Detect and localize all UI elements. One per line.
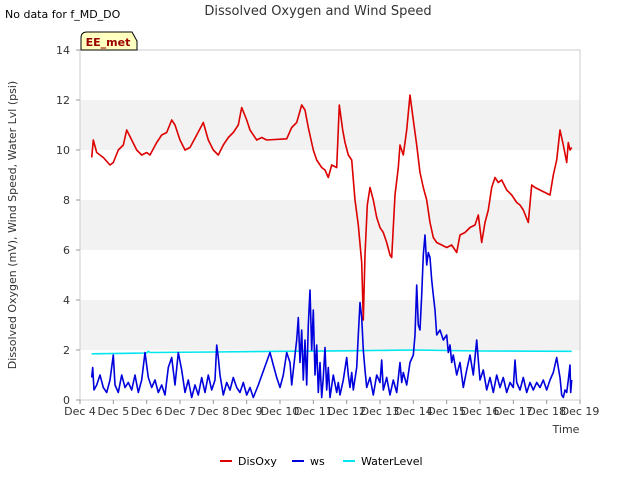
y-tick-label: 2 — [63, 344, 70, 357]
grid-band — [80, 200, 580, 250]
x-tick-label: Dec 7 — [164, 405, 196, 418]
x-tick-label: Dec 12 — [327, 405, 366, 418]
series-line-waterlevel — [91, 349, 572, 355]
y-axis: 0 2 4 6 8 10 12 14 — [56, 44, 80, 407]
series-group — [90, 94, 573, 399]
x-tick-label: Dec 5 — [97, 405, 129, 418]
grid-band — [80, 300, 580, 350]
x-tick-label: Dec 11 — [294, 405, 333, 418]
x-axis-label: Time — [552, 423, 580, 436]
grid-band — [80, 100, 580, 150]
chart-title: Dissolved Oxygen and Wind Speed — [204, 4, 431, 19]
x-tick-label: Dec 15 — [427, 405, 466, 418]
x-tick-label: Dec 18 — [527, 405, 566, 418]
grid-bands — [80, 100, 580, 350]
legend-label-disoxy: DisOxy — [238, 455, 277, 468]
x-tick-label: Dec 13 — [361, 405, 400, 418]
x-tick-label: Dec 14 — [394, 405, 433, 418]
y-tick-label: 4 — [63, 294, 70, 307]
series-line-ws — [90, 234, 573, 399]
no-data-note: No data for f_MD_DO — [5, 8, 121, 21]
y-tick-label: 10 — [56, 144, 70, 157]
y-axis-label: Dissolved Oxygen (mV), Wind Speed, Water… — [6, 81, 19, 369]
x-tick-label: Dec 10 — [261, 405, 300, 418]
y-tick-label: 14 — [56, 44, 70, 57]
y-tick-label: 6 — [63, 244, 70, 257]
y-tick-label: 12 — [56, 94, 70, 107]
plot-frame — [79, 49, 581, 401]
x-tick-label: Dec 17 — [494, 405, 533, 418]
x-tick-label: Dec 16 — [461, 405, 500, 418]
x-tick-label: Dec 9 — [231, 405, 263, 418]
x-tick-label: Dec 4 — [64, 405, 96, 418]
x-tick-label: Dec 6 — [131, 405, 163, 418]
legend-label-ws: ws — [310, 455, 325, 468]
legend-label-waterlevel: WaterLevel — [361, 455, 423, 468]
y-tick-label: 8 — [63, 194, 70, 207]
x-tick-label: Dec 8 — [197, 405, 229, 418]
badge-shape — [80, 31, 138, 51]
station-badge: EE_met — [80, 31, 138, 51]
y-tick-label: 0 — [63, 394, 70, 407]
series-line-disoxy — [90, 94, 573, 321]
legend: DisOxy ws WaterLevel — [220, 455, 423, 468]
badge-label: EE_met — [86, 36, 131, 49]
x-tick-label: Dec 19 — [561, 405, 600, 418]
